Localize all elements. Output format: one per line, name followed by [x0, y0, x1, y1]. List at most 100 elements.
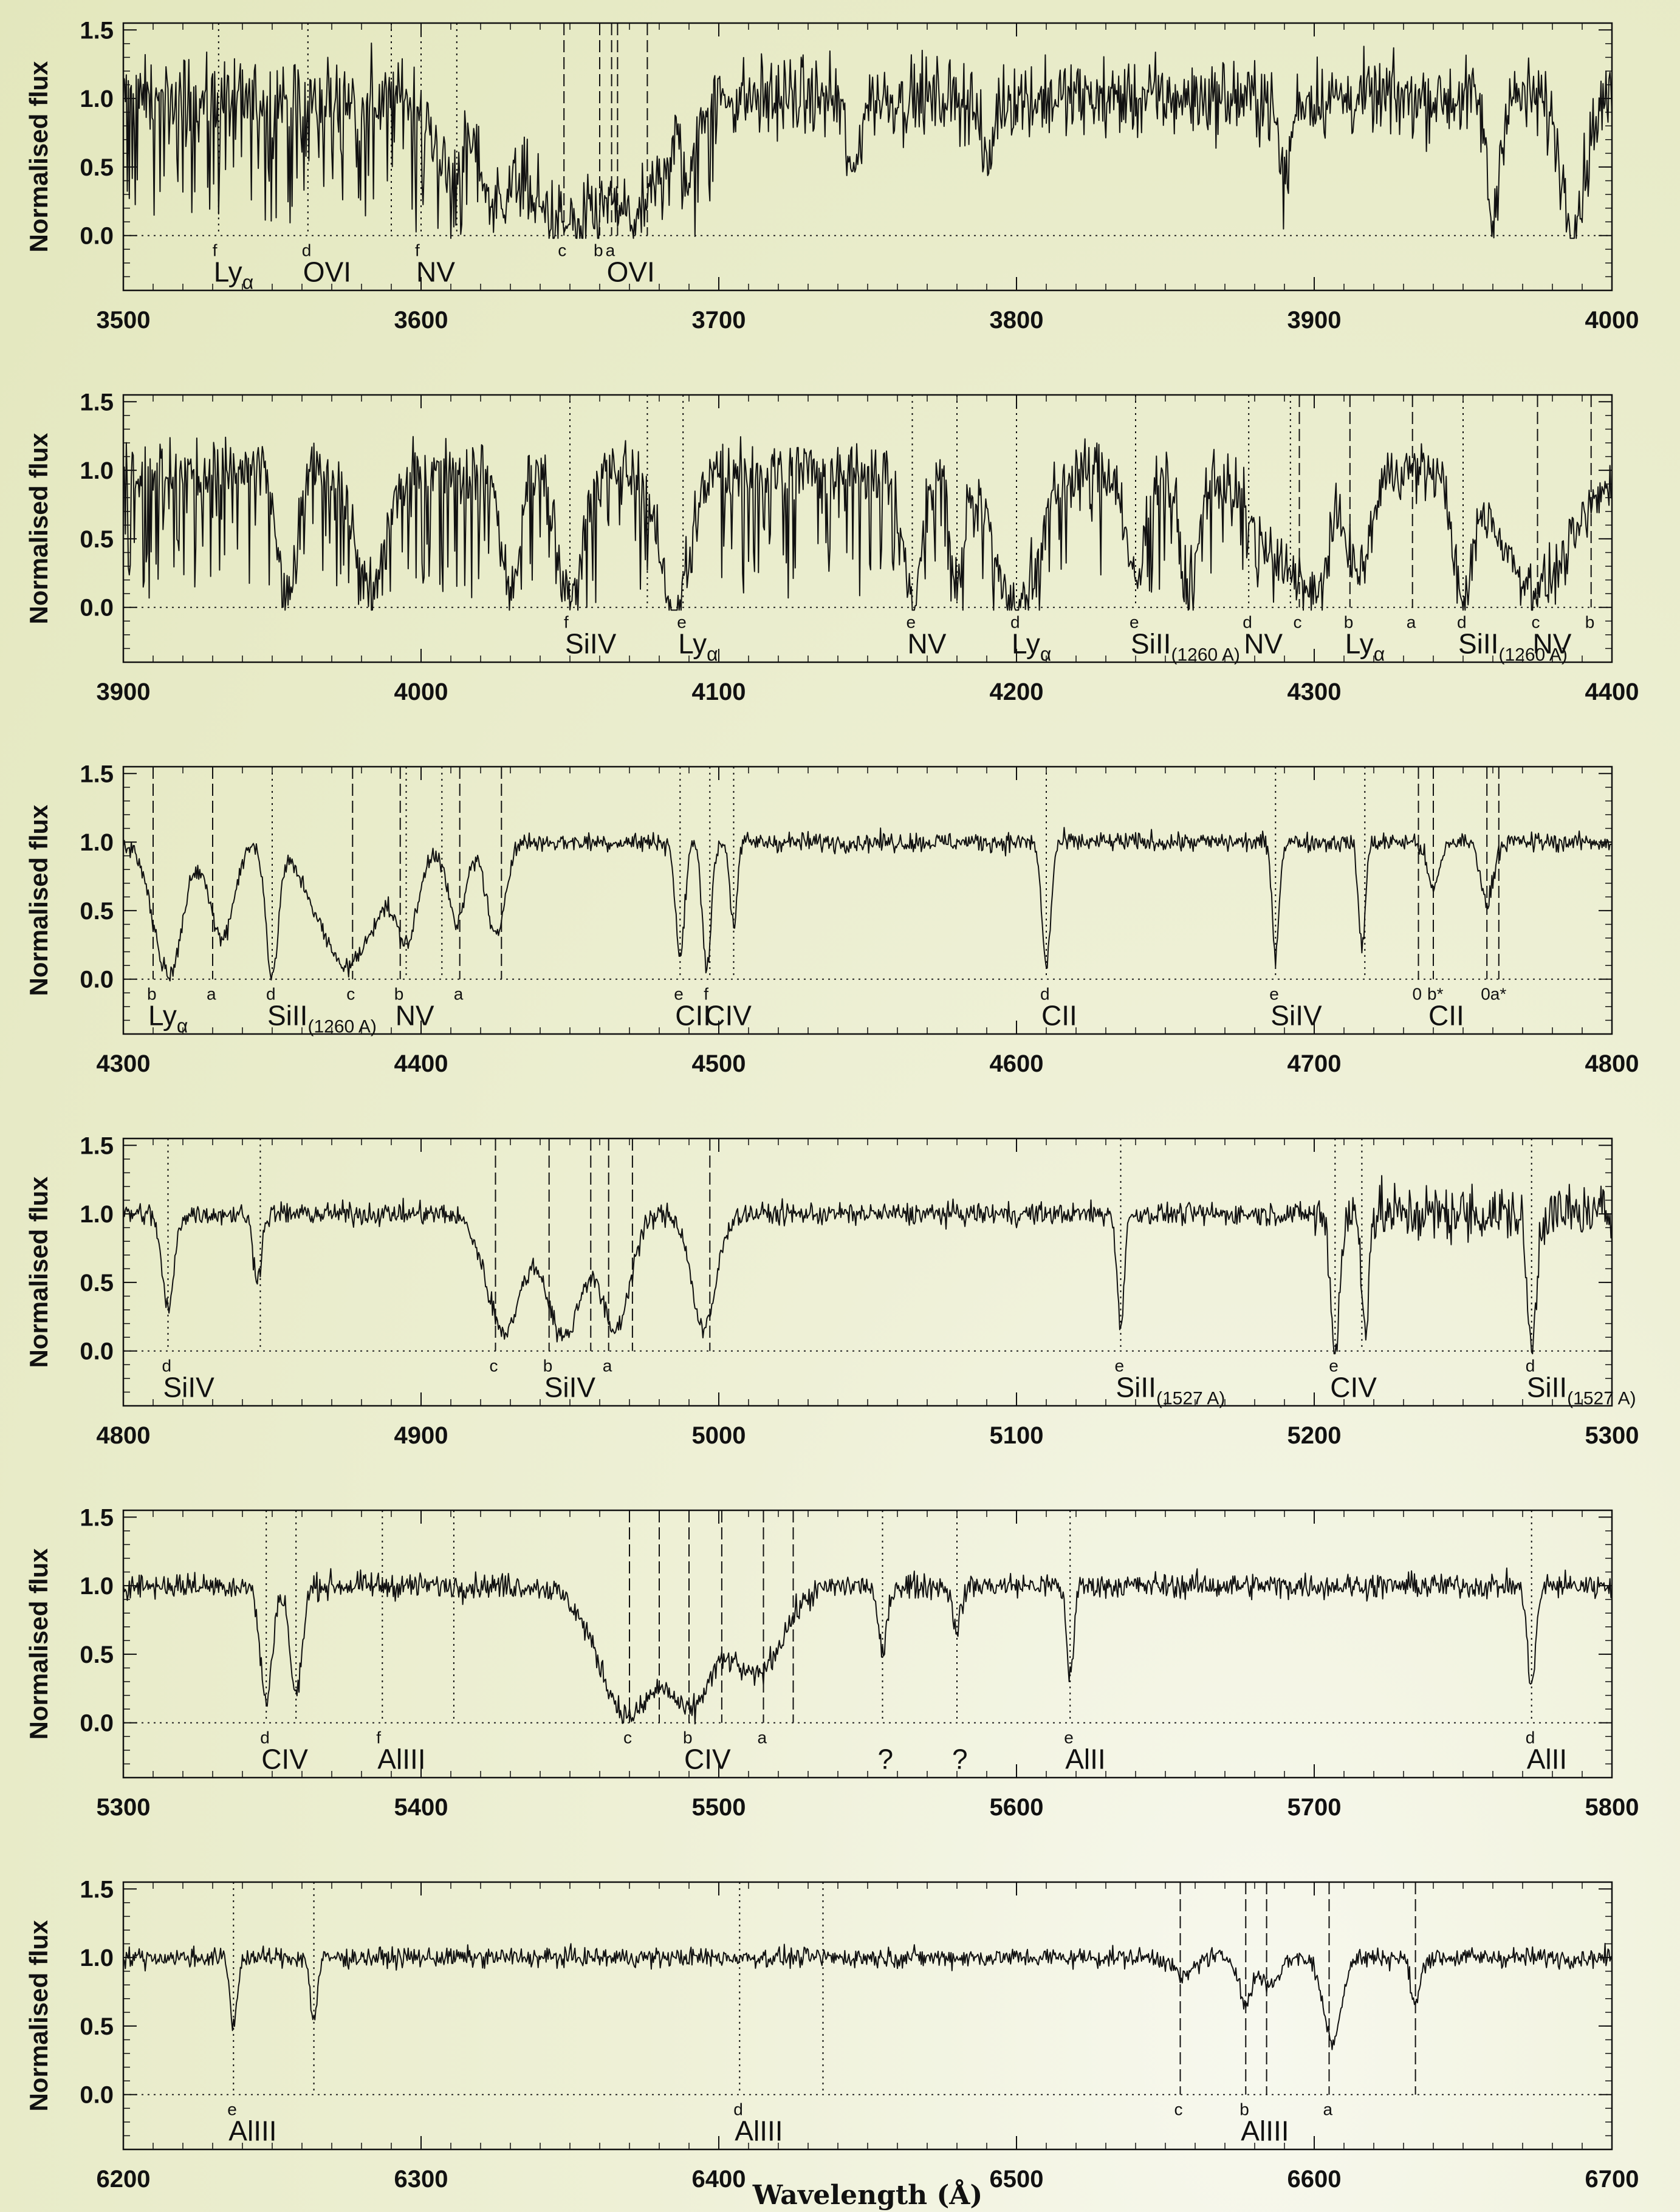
x-tick-label: 4400 — [1585, 679, 1639, 705]
line-id-label: CIV — [1330, 1372, 1377, 1403]
x-tick-label: 6300 — [394, 2166, 448, 2193]
panel-frame — [122, 1509, 1613, 1779]
spectrum-trace — [123, 1943, 1613, 2050]
line-id-label: CIV — [705, 1000, 752, 1032]
spectrum-panel-0: 1.5 1.0 0.5 0.0 3500 3600 3700 3800 3900 4000 Norm… — [24, 17, 1639, 334]
x-tick-label: 4000 — [1585, 307, 1639, 334]
x-tick-label: 5200 — [1287, 1422, 1342, 1449]
component-letter: b — [394, 985, 404, 1004]
line-id-label: Lyα — [214, 256, 253, 293]
component-letter: d — [1457, 613, 1467, 632]
x-tick-label: 3600 — [394, 307, 448, 334]
spectrum-trace — [123, 1567, 1613, 1725]
y-tick-label: 0.0 — [80, 1710, 114, 1737]
line-id-label: AlIII — [377, 1744, 425, 1775]
component-letter: c — [1294, 613, 1302, 632]
y-tick-label: 1.0 — [80, 86, 114, 112]
component-letter: a — [1323, 2100, 1333, 2119]
panel-frame — [122, 394, 1613, 663]
x-tick-label: 4300 — [1287, 679, 1342, 705]
component-letter: b — [683, 1728, 693, 1747]
component-letter: c — [346, 985, 355, 1004]
component-letter: b — [1344, 613, 1354, 632]
y-tick-label: 0.0 — [80, 595, 114, 621]
component-letter: 0a* — [1481, 985, 1506, 1004]
component-letter: d — [1040, 985, 1050, 1004]
component-letter: d — [302, 241, 312, 260]
y-axis-label: Normalised flux — [24, 61, 53, 253]
component-letter: c — [490, 1357, 498, 1375]
line-id-label: Lyα — [678, 628, 718, 665]
line-id-label: Lyα — [1345, 628, 1385, 665]
line-id-label: AlIII — [1241, 2115, 1289, 2147]
x-tick-label: 4900 — [394, 1422, 448, 1449]
line-id-label: NV — [396, 1000, 434, 1032]
y-tick-label: 1.5 — [80, 1876, 114, 1903]
y-tick-label: 1.0 — [80, 1201, 114, 1228]
x-tick-label: 4500 — [692, 1050, 746, 1077]
line-id-label: NV — [416, 256, 455, 288]
x-tick-label: 4800 — [97, 1422, 151, 1449]
component-letter: b — [1585, 613, 1595, 632]
component-letter: a — [603, 1357, 612, 1375]
component-letter: f — [564, 613, 569, 632]
component-letter: e — [1115, 1357, 1125, 1375]
line-id-label: SiIV — [163, 1372, 215, 1403]
spectrum-trace — [123, 43, 1613, 239]
line-id-label: AlIII — [735, 2115, 783, 2147]
x-tick-label: 5300 — [97, 1794, 151, 1821]
component-letter: e — [1269, 985, 1279, 1004]
line-id-label: ? — [952, 1744, 968, 1775]
component-letter: d — [1526, 1357, 1535, 1375]
y-tick-label: 1.5 — [80, 1504, 114, 1531]
y-axis-label: Normalised flux — [24, 1548, 53, 1740]
y-tick-label: 0.0 — [80, 967, 114, 993]
component-letter: d — [1526, 1728, 1535, 1747]
component-letter: 0 — [1413, 985, 1422, 1004]
line-id-label: SiII(1260 A) — [267, 1000, 377, 1037]
line-id-label: SiII(1527 A) — [1527, 1372, 1636, 1409]
line-id-label: NV — [908, 628, 947, 660]
panel-frame — [122, 22, 1613, 292]
component-letter: d — [1243, 613, 1252, 632]
component-letter: f — [213, 241, 218, 260]
y-tick-label: 0.5 — [80, 1270, 114, 1296]
y-tick-label: 1.0 — [80, 829, 114, 856]
line-id-label: CII — [675, 1000, 711, 1032]
line-id-label: AlII — [1065, 1744, 1105, 1775]
x-tick-label: 6400 — [692, 2166, 746, 2193]
y-tick-label: 0.5 — [80, 526, 114, 553]
component-letter: f — [415, 241, 420, 260]
component-letter: c — [1532, 613, 1540, 632]
component-letter: f — [704, 985, 708, 1004]
component-letter: e — [1130, 613, 1139, 632]
line-id-label: SiIV — [1270, 1000, 1322, 1032]
x-tick-label: 3900 — [97, 679, 151, 705]
line-id-label: AlIII — [228, 2115, 276, 2147]
line-id-label: OVI — [303, 256, 351, 288]
x-tick-label: 4400 — [394, 1050, 448, 1077]
y-tick-label: 0.0 — [80, 223, 114, 250]
y-axis-label: Normalised flux — [24, 1176, 53, 1368]
component-letter: d — [162, 1357, 172, 1375]
component-letter: a — [1407, 613, 1416, 632]
y-tick-label: 0.5 — [80, 154, 114, 181]
component-letter: e — [1064, 1728, 1074, 1747]
x-tick-label: 5500 — [692, 1794, 746, 1821]
component-letter: c — [558, 241, 566, 260]
line-id-label: NV — [1244, 628, 1283, 660]
spectrum-trace — [123, 827, 1613, 982]
spectrum-panel-3: 1.5 1.0 0.5 0.0 4800 4900 5000 5100 5200 5300 Norm… — [24, 1132, 1639, 1449]
x-tick-label: 6600 — [1287, 2166, 1342, 2193]
x-tick-label: 5400 — [394, 1794, 448, 1821]
spectrum-panel-1: 1.5 1.0 0.5 0.0 3900 4000 4100 4200 4300 4400 Norm… — [24, 389, 1639, 705]
x-tick-label: 5800 — [1585, 1794, 1639, 1821]
spectrum-panel-5: 1.5 1.0 0.5 0.0 6200 6300 6400 6500 6600 6700 Norm… — [24, 1876, 1639, 2193]
y-tick-label: 1.5 — [80, 389, 114, 416]
component-letter: b — [147, 985, 157, 1004]
x-tick-label: 4300 — [97, 1050, 151, 1077]
x-tick-label: 4800 — [1585, 1050, 1639, 1077]
component-letter: e — [677, 613, 687, 632]
